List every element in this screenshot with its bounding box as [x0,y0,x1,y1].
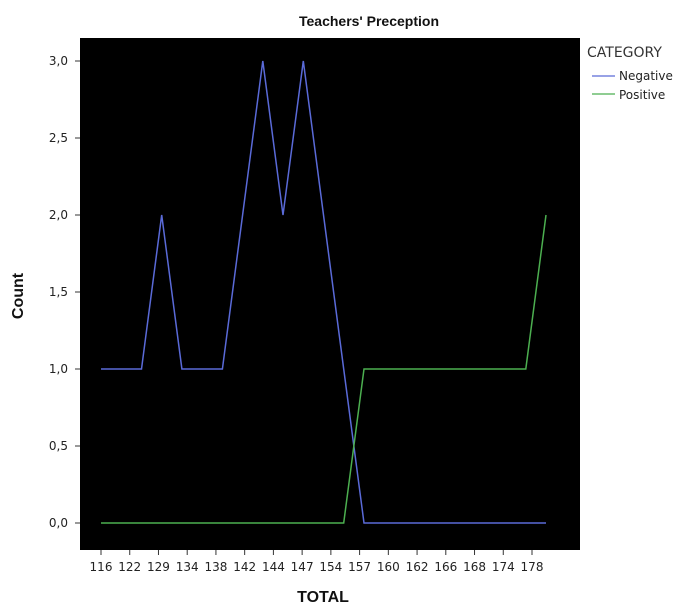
x-tick-label: 147 [291,560,314,574]
y-tick-label: 1,0 [49,362,68,376]
x-tick-label: 178 [521,560,544,574]
x-tick-label: 138 [204,560,227,574]
x-tick-label: 157 [348,560,371,574]
x-axis-title: TOTAL [297,589,349,603]
y-tick-label: 3,0 [49,54,68,68]
legend-label-positive: Positive [619,88,665,102]
legend: CATEGORY Negative Positive [587,45,673,102]
x-tick-label: 142 [233,560,256,574]
x-tick-label: 154 [319,560,342,574]
x-tick-label: 144 [262,560,285,574]
series-line-positive [101,214,547,524]
y-tick-label: 2,0 [49,208,68,222]
x-tick-label: 160 [377,560,400,574]
legend-label-negative: Negative [619,69,673,83]
x-tick-label: 116 [90,560,113,574]
x-tick-label: 174 [492,560,515,574]
legend-title: CATEGORY [587,45,662,61]
chart-title: Teachers' Preception [299,13,439,29]
y-tick-label: 0,5 [49,439,68,453]
x-tick-label: 134 [176,560,199,574]
x-tick-label: 166 [434,560,457,574]
y-tick-label: 0,0 [49,516,68,530]
series-line-negative [101,60,546,524]
x-tick-label: 129 [147,560,170,574]
x-tick-label: 168 [463,560,486,574]
x-tick-label: 122 [118,560,141,574]
axes: 0,0 0,5 1,0 1,5 2,0 2,5 3,0 116 122 129 134 138 142 1… [49,54,544,574]
y-tick-label: 2,5 [49,131,68,145]
series-layer [101,60,547,524]
y-axis-title: Count [10,272,27,319]
x-tick-label: 162 [406,560,429,574]
y-tick-label: 1,5 [49,285,68,299]
plot-background [80,38,580,550]
